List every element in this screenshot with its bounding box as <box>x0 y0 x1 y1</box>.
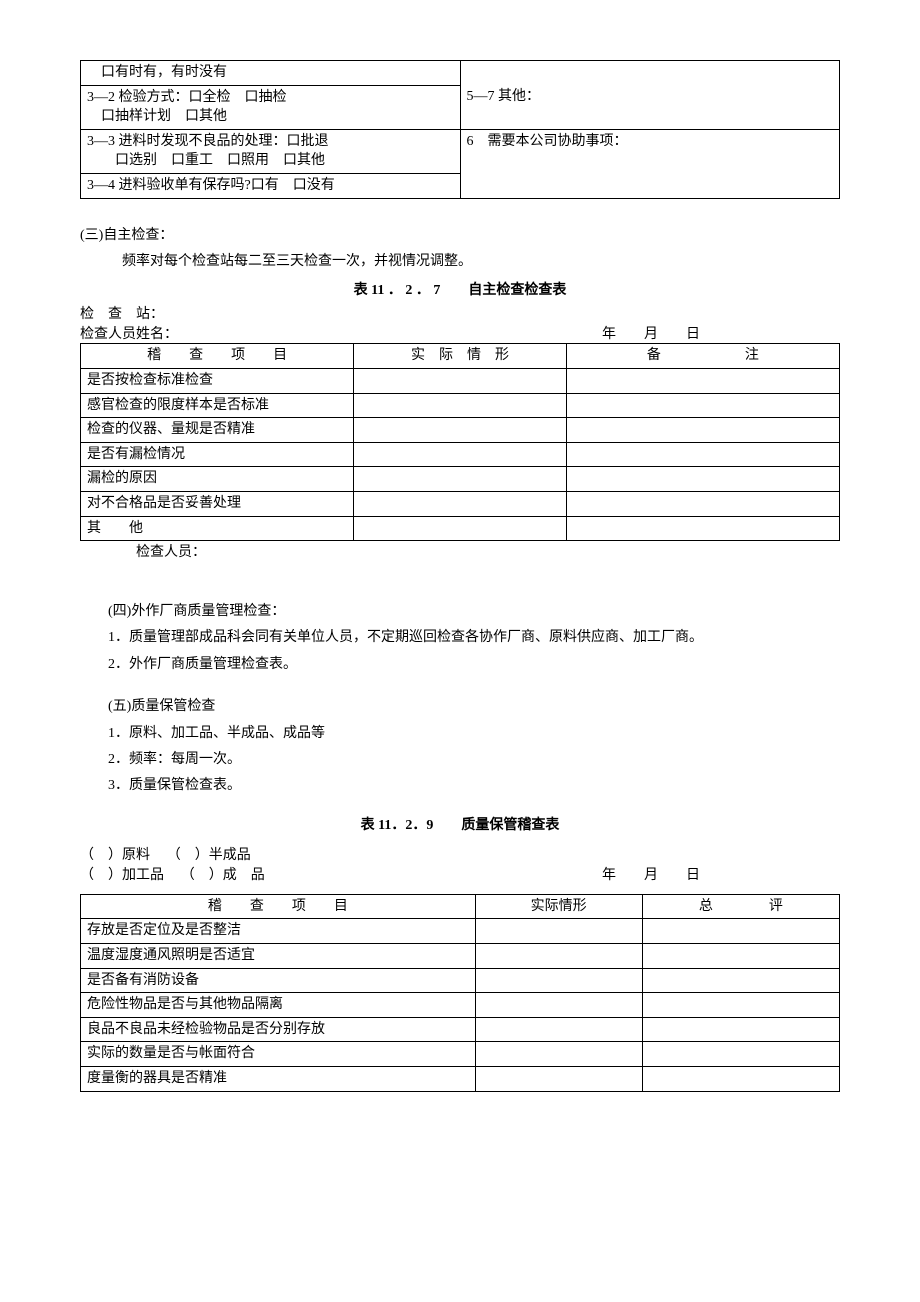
t2-r1: 感官检查的限度样本是否标准 <box>81 393 354 418</box>
t3-r3c2 <box>475 993 642 1018</box>
t2-r4c2 <box>354 467 567 492</box>
inspector-name-label: 检查人员姓名： <box>80 323 178 343</box>
t3-h2: 实际情形 <box>475 894 642 919</box>
t2-r5c2 <box>354 491 567 516</box>
t3-h3: 总 评 <box>642 894 839 919</box>
t1l2a: 3—2 检验方式：口全检 口抽检 <box>87 88 454 108</box>
t1l3b: 口选别 口重工 口照用 口其他 <box>87 151 454 171</box>
t2-r5: 对不合格品是否妥善处理 <box>81 491 354 516</box>
t3-r1c2 <box>475 944 642 969</box>
t3-r0c2 <box>475 919 642 944</box>
date-label-2: 年 月 日 <box>602 864 840 884</box>
t2-r4c3 <box>566 467 839 492</box>
t2-r2c2 <box>354 418 567 443</box>
t2-r3: 是否有漏检情况 <box>81 442 354 467</box>
t3-r5c2 <box>475 1042 642 1067</box>
t1l2b: 口抽样计划 口其他 <box>87 107 454 127</box>
t2-r0c3 <box>566 368 839 393</box>
cb-semi: （ ）半成品 <box>167 844 251 864</box>
t3-r6c2 <box>475 1066 642 1091</box>
section3-heading: (三)自主检查： <box>80 225 840 247</box>
cb-raw: （ ）原料 <box>80 844 150 864</box>
t2-r4: 漏检的原因 <box>81 467 354 492</box>
t3-r2c3 <box>642 968 839 993</box>
t2-r1c2 <box>354 393 567 418</box>
t2-r0: 是否按检查标准检查 <box>81 368 354 393</box>
t2-r3c2 <box>354 442 567 467</box>
station-label: 检 查 站： <box>80 303 840 323</box>
t3-r3: 危险性物品是否与其他物品隔离 <box>81 993 476 1018</box>
section4-line1: 1．质量管理部成品科会同有关单位人员，不定期巡回检查各协作厂商、原料供应商、加工… <box>80 627 840 649</box>
section3-line1: 频率对每个检查站每二至三天检查一次，并视情况调整。 <box>80 251 840 273</box>
table3-title: 表 11．2．9 质量保管稽查表 <box>80 814 840 834</box>
t3-r2: 是否备有消防设备 <box>81 968 476 993</box>
t2-r2c3 <box>566 418 839 443</box>
inspector-footer: 检查人员： <box>80 541 840 561</box>
section4-line2: 2．外作厂商质量管理检查表。 <box>80 654 840 676</box>
t3-r2c2 <box>475 968 642 993</box>
t2-r6c3 <box>566 516 839 541</box>
t3-r5c3 <box>642 1042 839 1067</box>
date-label-1: 年 月 日 <box>602 323 840 343</box>
section5-line1: 1．原料、加工品、半成品、成品等 <box>80 723 840 745</box>
t3-r1: 温度湿度通风照明是否适宜 <box>81 944 476 969</box>
t1l3: 3—3 进料时发现不良品的处理：口批退 口选别 口重工 口照用 口其他 <box>81 129 461 173</box>
t2-r1c3 <box>566 393 839 418</box>
t2-r2: 检查的仪器、量规是否精准 <box>81 418 354 443</box>
t3-r4c2 <box>475 1017 642 1042</box>
t3-r5: 实际的数量是否与帐面符合 <box>81 1042 476 1067</box>
t2-r3c3 <box>566 442 839 467</box>
t3-r0c3 <box>642 919 839 944</box>
t2-h3: 备 注 <box>566 344 839 369</box>
t3-r6: 度量衡的器具是否精准 <box>81 1066 476 1091</box>
t2-r6c2 <box>354 516 567 541</box>
t1l4: 3—4 进料验收单有保存吗?口有 口没有 <box>81 173 461 198</box>
t2-r0c2 <box>354 368 567 393</box>
t1r-blank <box>460 61 840 86</box>
t1l2: 3—2 检验方式：口全检 口抽检 口抽样计划 口其他 <box>81 85 461 129</box>
t3-r6c3 <box>642 1066 839 1091</box>
t2-r5c3 <box>566 491 839 516</box>
t3-r4: 良品不良品未经检验物品是否分别存放 <box>81 1017 476 1042</box>
t2-h1: 稽 查 项 目 <box>81 344 354 369</box>
table2-title: 表 11 ． 2 ． 7 自主检查检查表 <box>80 279 840 299</box>
cb-fin: （ ）成 品 <box>181 864 265 884</box>
section4-heading: (四)外作厂商质量管理检查： <box>80 601 840 623</box>
t1r3: 6 需要本公司协助事项： <box>460 129 840 198</box>
t1l1: 口有时有，有时没有 <box>81 61 461 86</box>
t2-h2: 实 际 情 形 <box>354 344 567 369</box>
t3-r0: 存放是否定位及是否整洁 <box>81 919 476 944</box>
section5-heading: (五)质量保管检查 <box>80 696 840 718</box>
t1r2: 5—7 其他： <box>460 85 840 129</box>
supplier-inspection-table-v2: 口有时有，有时没有 3—2 检验方式：口全检 口抽检 口抽样计划 口其他 5—7… <box>80 60 840 199</box>
t2-r6: 其 他 <box>81 516 354 541</box>
t3-h1: 稽 查 项 目 <box>81 894 476 919</box>
t1l3a: 3—3 进料时发现不良品的处理：口批退 <box>87 132 454 152</box>
t3-r3c3 <box>642 993 839 1018</box>
section5-line2: 2．频率：每周一次。 <box>80 749 840 771</box>
cb-proc: （ ）加工品 <box>80 864 164 884</box>
section5-line3: 3．质量保管检查表。 <box>80 775 840 797</box>
t3-r1c3 <box>642 944 839 969</box>
t3-r4c3 <box>642 1017 839 1042</box>
self-inspection-table: 稽 查 项 目 实 际 情 形 备 注 是否按检查标准检查 感官检查的限度样本是… <box>80 343 840 541</box>
storage-audit-table: 稽 查 项 目 实际情形 总 评 存放是否定位及是否整洁 温度湿度通风照明是否适… <box>80 894 840 1092</box>
